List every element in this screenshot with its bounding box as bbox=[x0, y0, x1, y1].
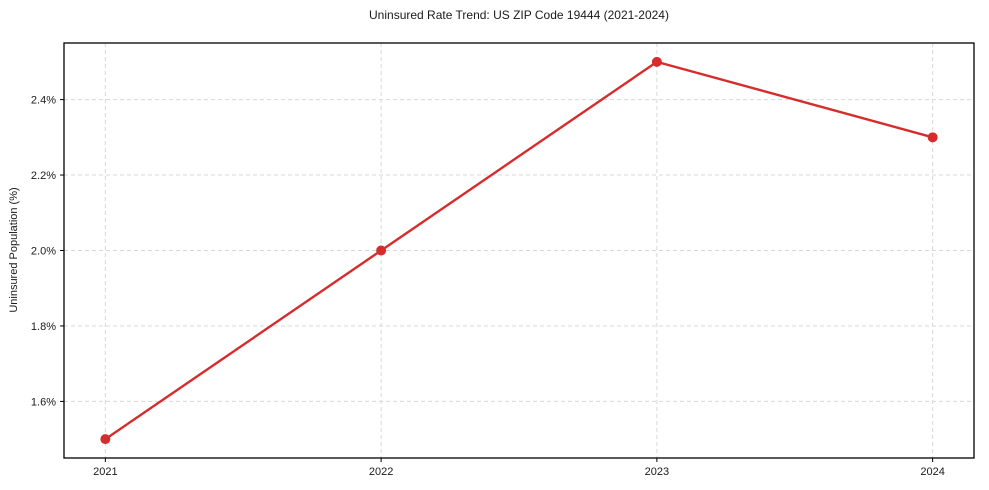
y-tick-label: 1.6% bbox=[31, 396, 56, 408]
x-tick-label: 2022 bbox=[369, 466, 393, 478]
trend-line bbox=[104, 60, 934, 441]
y-tick-label: 2.2% bbox=[31, 170, 56, 182]
chart-title: Uninsured Rate Trend: US ZIP Code 19444 … bbox=[369, 8, 669, 22]
x-tick-label: 2021 bbox=[93, 466, 117, 478]
y-tick-label: 2.0% bbox=[31, 246, 56, 258]
data-point-2023 bbox=[651, 56, 662, 67]
x-tick-label: 2024 bbox=[920, 466, 944, 478]
y-tick-label: 1.8% bbox=[31, 321, 56, 333]
data-point-2024 bbox=[927, 132, 938, 143]
x-tick-label: 2023 bbox=[645, 466, 669, 478]
data-point-2021 bbox=[100, 434, 111, 445]
y-tick-label: 2.4% bbox=[31, 95, 56, 107]
data-point-2022 bbox=[376, 245, 387, 256]
